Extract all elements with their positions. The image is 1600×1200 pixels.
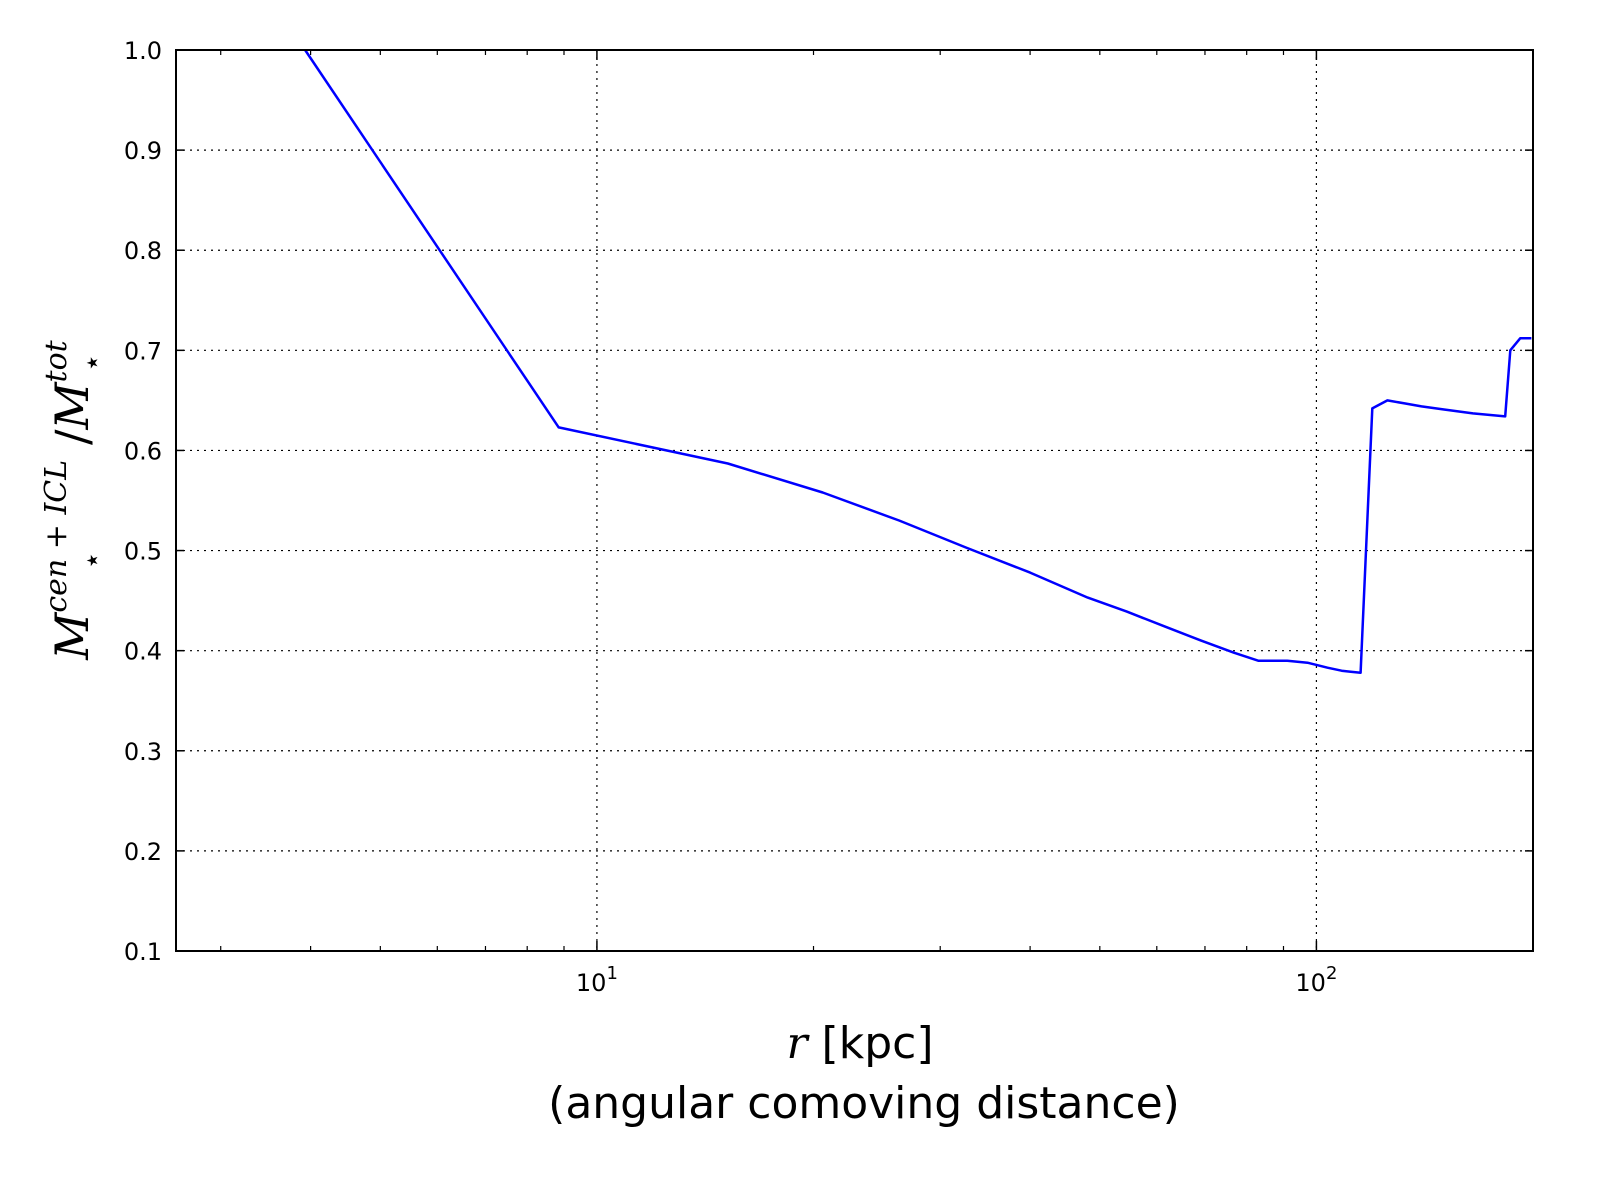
- y-tick-label: 0.4: [124, 638, 162, 666]
- y-tick-label: 0.1: [124, 938, 162, 966]
- plot-frame: [175, 49, 1534, 952]
- grid: [176, 50, 1533, 951]
- series-group: [304, 49, 1532, 674]
- x-axis-label: r [kpc]: [787, 1018, 934, 1069]
- x-tick-label: 101: [576, 963, 618, 997]
- y-label-sup2: tot: [39, 339, 74, 382]
- y-tick-label: 0.2: [124, 838, 162, 866]
- y-tick-label: 0.5: [124, 538, 162, 566]
- y-tick-label: 0.7: [124, 337, 162, 365]
- y-label-base: M: [45, 611, 99, 661]
- y-label-base-2: M: [45, 381, 99, 431]
- y-label-sub1: ⋆: [75, 551, 110, 570]
- y-tick-label: 1.0: [124, 37, 162, 65]
- x-tick-label: 102: [1295, 963, 1337, 997]
- x-axis-variable: r: [787, 1018, 811, 1069]
- x-tick-label-base: 10: [1295, 969, 1326, 997]
- y-label-sup1: cen + ICL: [39, 460, 74, 613]
- x-axis-subtitle: (angular comoving distance): [548, 1078, 1180, 1129]
- x-axis-unit: [kpc]: [808, 1018, 934, 1069]
- y-tick-label: 0.9: [124, 137, 162, 165]
- ticks: [176, 49, 1534, 952]
- y-axis-label: Mcen + ICL⋆/Mtot⋆: [39, 339, 110, 660]
- x-tick-label-exp: 1: [606, 963, 617, 984]
- y-tick-label: 0.3: [124, 738, 162, 766]
- y-tick-labels: 0.1 0.2 0.3 0.4 0.5 0.6 0.7 0.8 0.9 1.0: [124, 37, 162, 966]
- y-label-sub2: ⋆: [75, 353, 110, 372]
- y-tick-label: 0.6: [124, 437, 162, 465]
- y-label-slash: /: [45, 429, 99, 445]
- series-line: [304, 49, 1532, 674]
- x-tick-label-exp: 2: [1326, 963, 1337, 984]
- x-tick-labels: 101 102: [576, 963, 1337, 997]
- x-tick-label-base: 10: [576, 969, 607, 997]
- y-tick-label: 0.8: [124, 237, 162, 265]
